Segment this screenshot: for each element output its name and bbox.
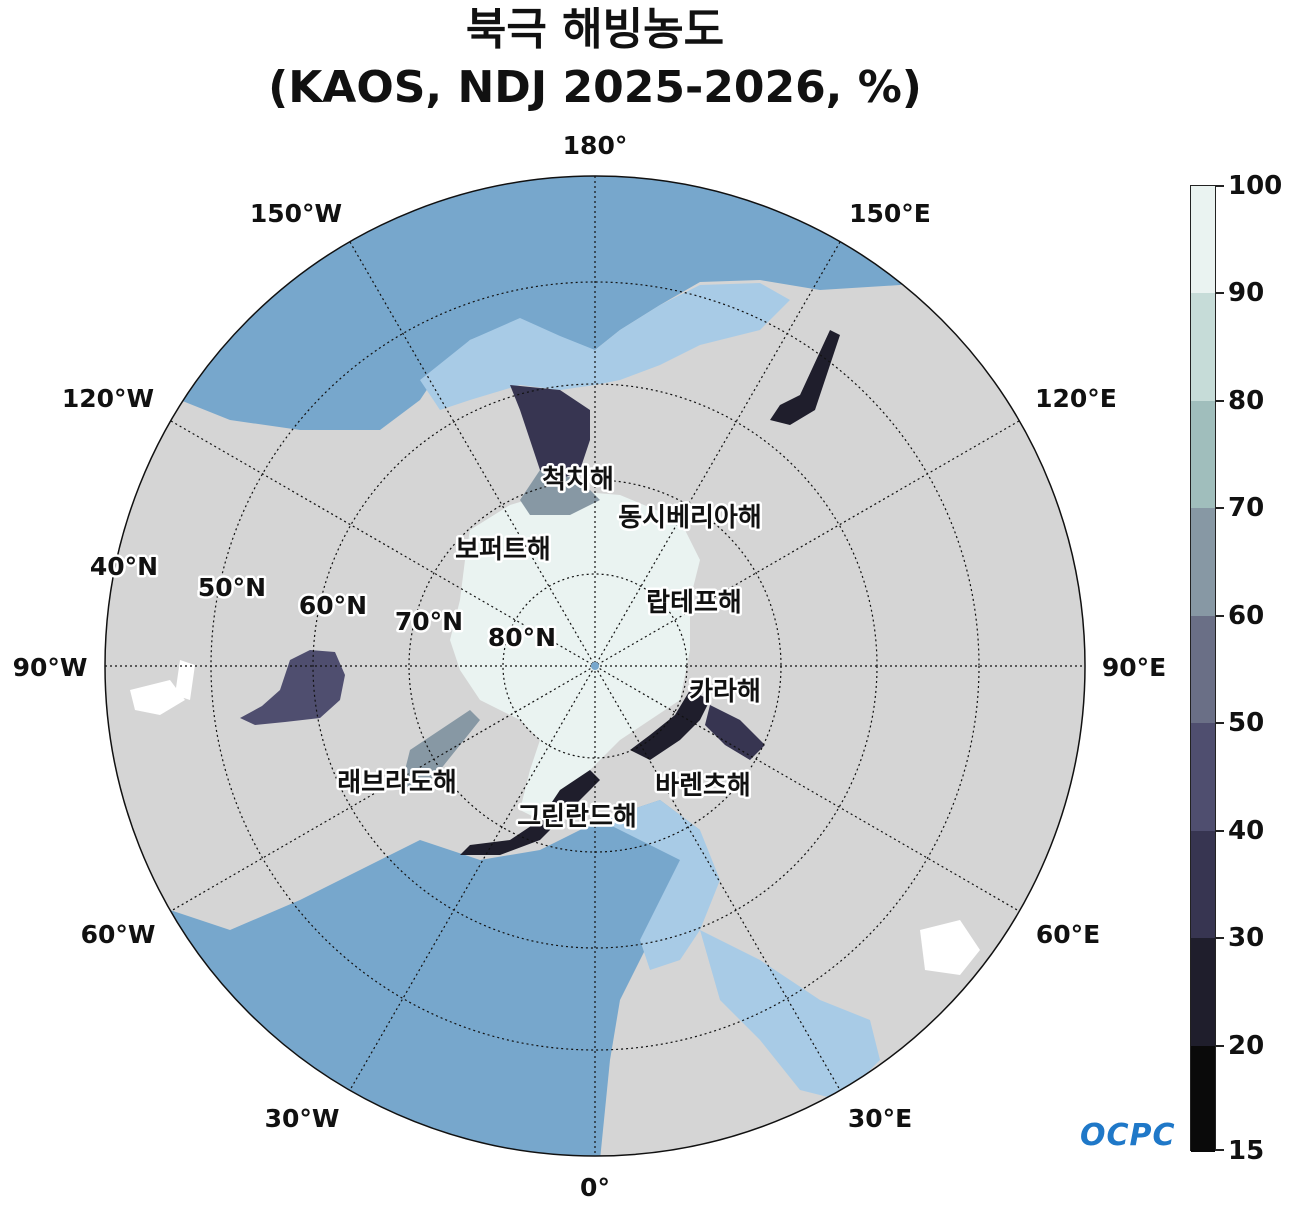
sea-label-beaufort: 보퍼트해 — [455, 535, 551, 565]
north-pole-marker — [591, 662, 599, 670]
colorbar-tick — [1216, 830, 1224, 832]
lat-label-60n: 60°N — [299, 591, 367, 620]
colorbar-segment — [1191, 1046, 1215, 1152]
lat-label-80n: 80°N — [488, 623, 556, 652]
colorbar-tick — [1216, 185, 1224, 187]
colorbar-label: 50 — [1228, 708, 1265, 738]
colorbar-label: 80 — [1228, 386, 1265, 416]
sea-label-kara: 카라해 — [689, 677, 761, 707]
lon-label-0: 0° — [580, 1173, 610, 1202]
sea-label-chukchi: 척치해 — [542, 465, 614, 495]
colorbar-segment — [1191, 723, 1215, 831]
colorbar-label: 20 — [1228, 1031, 1265, 1061]
colorbar-label: 30 — [1228, 923, 1265, 953]
map-subtitle: (KAOS, NDJ 2025-2026, %) — [268, 62, 922, 113]
colorbar-segment — [1191, 508, 1215, 616]
lon-label-150e: 150°E — [849, 199, 931, 228]
colorbar-segment — [1191, 293, 1215, 401]
pacific-shelf — [420, 283, 790, 410]
barents-ice-edge — [705, 705, 765, 760]
lat-label-50n: 50°N — [198, 573, 266, 602]
lat-label-70n: 70°N — [395, 607, 463, 636]
colorbar-segment — [1191, 616, 1215, 723]
sea-label-barents: 바렌츠해 — [655, 771, 751, 801]
lon-label-120w: 120°W — [62, 384, 154, 413]
lon-label-150w: 150°W — [250, 199, 342, 228]
lon-label-30e: 30°E — [848, 1104, 912, 1133]
colorbar-label: 90 — [1228, 278, 1265, 308]
graticule — [105, 176, 1085, 1156]
lon-label-90e: 90°E — [1102, 653, 1166, 682]
colorbar — [1190, 185, 1216, 1152]
map-boundary — [104, 175, 1086, 1157]
baffin-ice — [400, 710, 480, 790]
lon-label-30w: 30°W — [265, 1104, 340, 1133]
colorbar-label: 15 — [1228, 1136, 1265, 1166]
colorbar-segment — [1191, 938, 1215, 1046]
meridian-120e-60w — [170, 420, 1020, 912]
sea-label-labrador: 래브라도해 — [337, 768, 457, 798]
colorbar-tick — [1216, 937, 1224, 939]
lon-label-60w: 60°W — [81, 920, 156, 949]
canada-lakes — [130, 660, 195, 715]
lon-label-60e: 60°E — [1036, 920, 1100, 949]
colorbar-label: 40 — [1228, 816, 1265, 846]
meridian-150w-30e — [349, 241, 841, 1091]
meridian-120w-60e — [170, 420, 1020, 912]
colorbar-label: 100 — [1228, 171, 1283, 201]
colorbar-tick — [1216, 1149, 1224, 1151]
colorbar-tick — [1216, 1045, 1224, 1047]
map-title: 북극 해빙농도 — [465, 4, 725, 55]
colorbar-tick — [1216, 292, 1224, 294]
hudson-bay — [240, 650, 345, 725]
sea-label-east-siberian: 동시베리아해 — [618, 503, 762, 533]
colorbar-segment — [1191, 401, 1215, 508]
lon-label-180: 180° — [563, 131, 628, 160]
okhotsk-ice — [770, 330, 840, 425]
atlantic-shelf — [600, 800, 720, 970]
parallel-80n — [502, 573, 688, 759]
greenland-patch — [920, 920, 980, 975]
colorbar-label: 70 — [1228, 493, 1265, 523]
lon-label-120e: 120°E — [1035, 384, 1117, 413]
lat-label-40n: 40°N — [90, 552, 158, 581]
kara-ice-edge — [630, 690, 710, 760]
chukchi-ice-mid — [520, 470, 600, 515]
colorbar-tick — [1216, 400, 1224, 402]
norway-sea-shelf — [700, 930, 880, 1100]
sea-label-laptev: 랍테프해 — [646, 588, 742, 618]
colorbar-segment — [1191, 831, 1215, 938]
greenland-ice-edge — [460, 770, 600, 855]
sea-label-greenland: 그린란드해 — [517, 802, 637, 832]
colorbar-tick — [1216, 615, 1224, 617]
colorbar-segment — [1191, 186, 1215, 293]
chukchi-ice-edge — [510, 385, 590, 480]
ocpc-logo: OCPC — [1080, 1118, 1176, 1153]
colorbar-tick — [1216, 722, 1224, 724]
meridian-150e-30w — [349, 241, 841, 1091]
lon-label-90w: 90°W — [13, 653, 88, 682]
colorbar-tick — [1216, 507, 1224, 509]
colorbar-label: 60 — [1228, 601, 1265, 631]
parallel-60n — [312, 383, 878, 949]
